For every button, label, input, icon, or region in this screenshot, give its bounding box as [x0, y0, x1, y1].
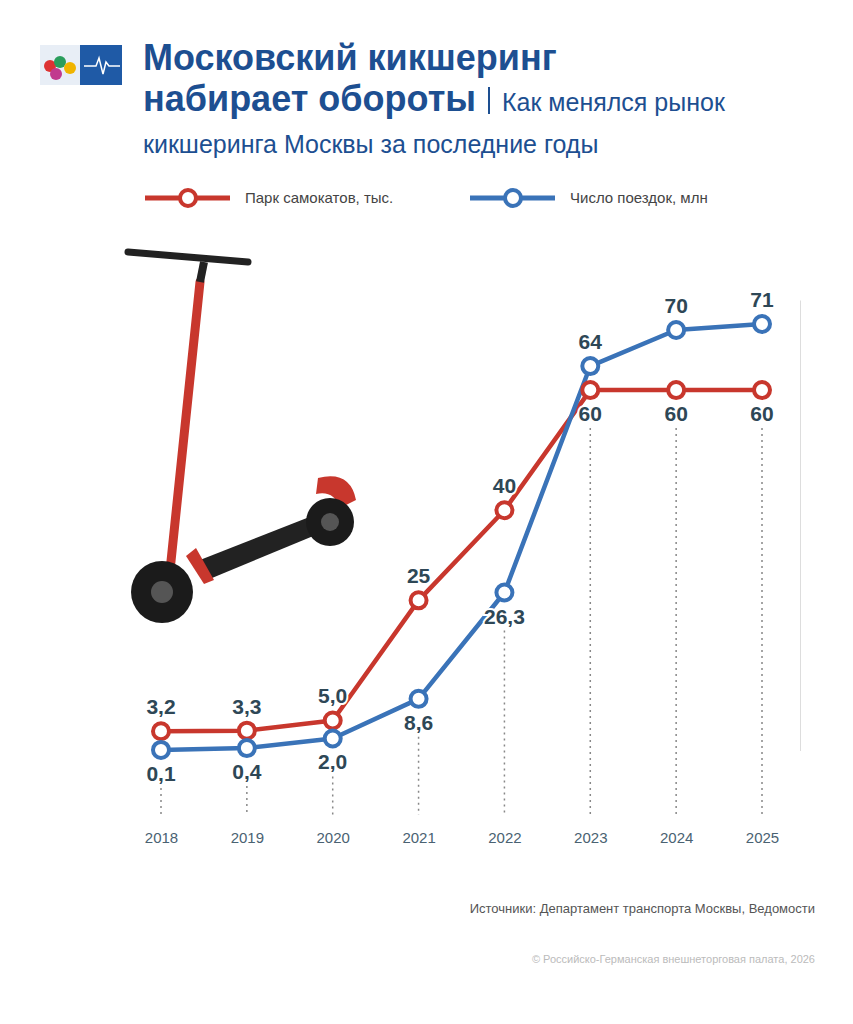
data-label: 3,2: [146, 695, 175, 718]
point: [239, 723, 255, 739]
data-label: 60: [750, 402, 773, 425]
drop-line: [418, 737, 420, 815]
data-labels: 3,2 3,3 5,0 25 40 60 60 60 0,1 0,4 2,0 8,6 26,3 64 70 7…: [146, 288, 774, 785]
drop-line: [675, 428, 677, 815]
point: [325, 730, 341, 746]
drop-line: [332, 776, 334, 815]
x-tick: 2021: [402, 822, 435, 846]
data-label: 71: [750, 288, 774, 311]
point: [325, 712, 341, 728]
logo: [40, 45, 122, 85]
axis-line: [800, 301, 801, 752]
x-tick-label: 2024: [660, 829, 693, 846]
x-tick-label: 2019: [231, 829, 264, 846]
x-tick: 2020: [317, 822, 350, 846]
legend-swatch: [180, 190, 196, 206]
data-label: 0,4: [232, 760, 262, 783]
data-label: 40: [493, 474, 516, 497]
data-label: 64: [579, 330, 603, 353]
legend-item: Парк самокатов, тыс.: [145, 189, 393, 206]
x-tick-label: 2021: [402, 829, 435, 846]
point: [496, 585, 512, 601]
point: [668, 382, 684, 398]
y-axis: [800, 301, 801, 752]
data-label: 25: [407, 564, 431, 587]
point: [411, 691, 427, 707]
illustration: [128, 252, 356, 623]
legend-item: Число поездок, млн: [470, 189, 708, 206]
point: [411, 592, 427, 608]
source: Источники: Департамент транспорта Москвы…: [470, 901, 815, 916]
point: [496, 502, 512, 518]
series-line: [161, 324, 762, 750]
data-label: 8,6: [404, 711, 433, 734]
point: [754, 382, 770, 398]
point: [582, 358, 598, 374]
point: [754, 316, 770, 332]
drop-line: [504, 631, 506, 815]
drop-line: [590, 428, 592, 815]
data-label: 60: [664, 402, 687, 425]
title: Московский кикшерингнабирает обороты: [143, 37, 557, 119]
x-tick-label: 2023: [574, 829, 607, 846]
data-label: 3,3: [232, 695, 261, 718]
x-tick-label: 2022: [488, 829, 521, 846]
point: [668, 322, 684, 338]
x-tick: 2018: [145, 822, 178, 846]
x-tick: 2025: [746, 822, 779, 846]
chart: Московский кикшерингнабирает оборотыКак …: [0, 0, 853, 1024]
x-tick-label: 2025: [746, 829, 779, 846]
subtitle: Как менялся рыноккикшеринга Москвы за по…: [143, 88, 726, 158]
x-tick-label: 2018: [145, 829, 178, 846]
drop-line: [761, 428, 763, 815]
x-tick-label: 2020: [317, 829, 350, 846]
data-label: 5,0: [318, 684, 347, 707]
plot-area: [153, 316, 770, 758]
x-tick: 2023: [574, 822, 607, 846]
title-separator: [488, 87, 490, 114]
point: [153, 742, 169, 758]
data-label: 60: [579, 402, 602, 425]
x-tick: 2022: [488, 822, 521, 846]
data-label: 70: [664, 294, 687, 317]
x-tick: 2024: [660, 822, 693, 846]
series-line: [161, 390, 762, 731]
point: [582, 382, 598, 398]
x-axis: 2018 2019 2020 2021 2022 2023 2024 2025: [145, 822, 779, 846]
point: [153, 723, 169, 739]
legend-label: Парк самокатов, тыс.: [245, 189, 393, 206]
data-label: 26,3: [484, 605, 525, 628]
legend-swatch: [505, 190, 521, 206]
drop-line: [160, 788, 162, 815]
x-tick: 2019: [231, 822, 264, 846]
data-label: 2,0: [318, 750, 347, 773]
credit: © Российско-Германская внешнеторговая па…: [532, 953, 815, 965]
drop-line: [246, 786, 248, 815]
legend-label: Число поездок, млн: [570, 189, 708, 206]
data-label: 0,1: [146, 762, 176, 785]
point: [239, 740, 255, 756]
